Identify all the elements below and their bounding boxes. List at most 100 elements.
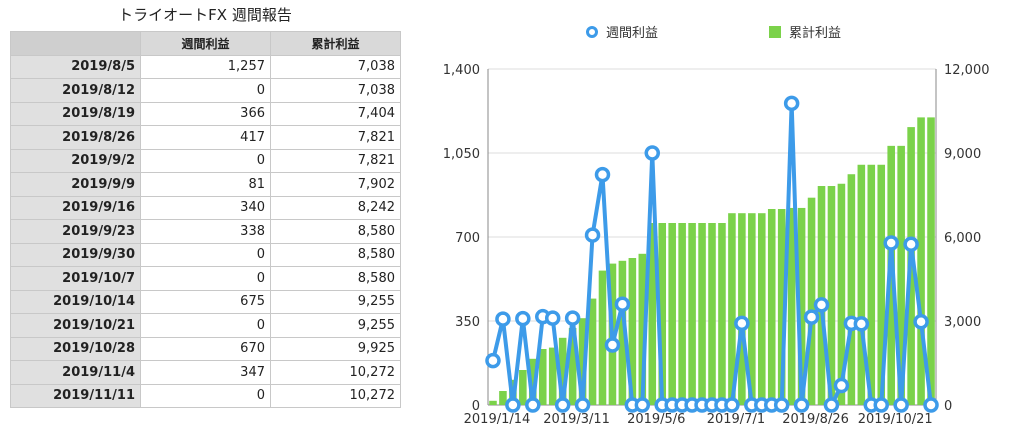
bar-cumulative-profit [648, 223, 657, 405]
point-weekly-profit [724, 397, 740, 413]
point-weekly-profit [913, 313, 929, 330]
row-date: 2019/10/14 [10, 289, 141, 314]
point-weekly-profit [505, 397, 521, 413]
x-axis-tick-label: 2019/7/1 [707, 412, 765, 427]
row-weekly-profit: 670 [140, 336, 271, 361]
bar-cumulative-profit [678, 223, 686, 405]
bar-cumulative-profit [588, 298, 597, 405]
bar-cumulative-profit [738, 213, 746, 405]
bar-cumulative-profit [708, 223, 716, 405]
table-row: 2019/11/4 347 10,272 [10, 360, 401, 385]
right-axis-tick-label: 9,000 [944, 147, 981, 162]
row-weekly-profit: 366 [140, 101, 271, 126]
left-axis-tick-label: 1,050 [443, 147, 480, 162]
row-cumulative-profit: 10,272 [270, 383, 401, 408]
point-weekly-profit [574, 397, 591, 413]
table-row: 2019/10/21 0 9,255 [10, 313, 401, 338]
row-cumulative-profit: 7,038 [270, 54, 401, 79]
legend-bar-marker [769, 26, 781, 38]
row-cumulative-profit: 8,580 [270, 242, 401, 267]
bar-cumulative-profit [568, 328, 577, 405]
row-cumulative-profit: 8,580 [270, 219, 401, 244]
left-axis-tick-label: 700 [455, 231, 480, 246]
bar-cumulative-profit [867, 164, 876, 405]
bar-cumulative-profit [877, 164, 886, 405]
bar-cumulative-profit [658, 223, 667, 405]
row-cumulative-profit: 7,404 [270, 101, 401, 126]
row-weekly-profit: 81 [140, 172, 271, 197]
point-weekly-profit [525, 397, 541, 413]
point-weekly-profit [923, 397, 939, 413]
row-weekly-profit: 417 [140, 125, 271, 150]
x-axis-tick-label: 2019/10/21 [858, 412, 933, 427]
point-weekly-profit [903, 236, 919, 252]
table-title: トライオートFX 週間報告 [118, 6, 292, 24]
legend-label-cumulative-profit: 累計利益 [789, 25, 841, 41]
bar-cumulative-profit [897, 145, 905, 406]
point-weekly-profit [485, 352, 501, 369]
bar-cumulative-profit [668, 223, 676, 405]
header-date [10, 31, 141, 56]
left-axis-tick-label: 350 [455, 315, 480, 330]
legend-label-weekly-profit: 週間利益 [606, 26, 658, 41]
table-header-row: 週間利益 累計利益 [10, 31, 401, 56]
right-axis-tick-label: 12,000 [944, 63, 990, 78]
bar-cumulative-profit [718, 223, 726, 405]
row-date: 2019/9/23 [10, 219, 141, 244]
bar-cumulative-profit [857, 164, 866, 405]
row-weekly-profit: 0 [140, 313, 271, 338]
bar-cumulative-profit [499, 391, 507, 405]
bar-cumulative-profit [807, 197, 816, 405]
row-date: 2019/8/5 [10, 54, 141, 79]
bar-cumulative-profit [748, 213, 756, 405]
left-axis-tick-label: 1,400 [443, 63, 480, 78]
x-axis-tick-label: 2019/5/6 [627, 412, 685, 427]
point-weekly-profit [634, 397, 651, 413]
right-axis-tick-label: 6,000 [944, 231, 981, 246]
row-date: 2019/8/12 [10, 78, 141, 103]
row-weekly-profit: 1,257 [140, 54, 271, 79]
row-weekly-profit: 0 [140, 383, 271, 408]
bar-cumulative-profit [817, 186, 826, 405]
row-date: 2019/9/2 [10, 148, 141, 173]
bar-cumulative-profit [558, 337, 567, 405]
right-axis-tick-label: 3,000 [944, 315, 981, 330]
right-axis-tick-label: 0 [944, 399, 952, 414]
point-weekly-profit [783, 95, 800, 112]
point-weekly-profit [604, 337, 621, 353]
point-weekly-profit [564, 310, 581, 326]
row-cumulative-profit: 9,925 [270, 336, 401, 361]
point-weekly-profit [883, 235, 899, 251]
bar-cumulative-profit [578, 318, 587, 405]
table-row: 2019/8/12 0 7,038 [10, 78, 401, 103]
point-weekly-profit [594, 166, 611, 183]
point-weekly-profit [544, 310, 561, 326]
row-weekly-profit: 0 [140, 242, 271, 267]
row-weekly-profit: 347 [140, 360, 271, 385]
row-cumulative-profit: 8,242 [270, 195, 401, 220]
point-weekly-profit [803, 309, 820, 325]
row-date: 2019/11/4 [10, 360, 141, 385]
bar-cumulative-profit [519, 370, 527, 405]
row-weekly-profit: 0 [140, 266, 271, 291]
row-weekly-profit: 0 [140, 78, 271, 103]
point-weekly-profit [734, 315, 750, 332]
row-cumulative-profit: 10,272 [270, 360, 401, 385]
bar-cumulative-profit [837, 183, 846, 405]
bar-cumulative-profit [688, 223, 696, 405]
table-row: 2019/10/14 675 9,255 [10, 289, 401, 314]
point-weekly-profit [853, 316, 870, 332]
table-row: 2019/8/26 417 7,821 [10, 125, 401, 150]
row-date: 2019/10/7 [10, 266, 141, 291]
row-cumulative-profit: 8,580 [270, 266, 401, 291]
bar-cumulative-profit [757, 213, 766, 405]
row-weekly-profit: 338 [140, 219, 271, 244]
table-row: 2019/8/5 1,257 7,038 [10, 54, 401, 79]
header-cumulative-profit: 累計利益 [270, 31, 401, 56]
bar-cumulative-profit [489, 400, 497, 405]
bar-cumulative-profit [767, 209, 776, 405]
point-weekly-profit [793, 397, 810, 413]
left-axis-tick-label: 0 [472, 399, 480, 414]
x-axis-tick-label: 2019/1/14 [464, 412, 531, 427]
